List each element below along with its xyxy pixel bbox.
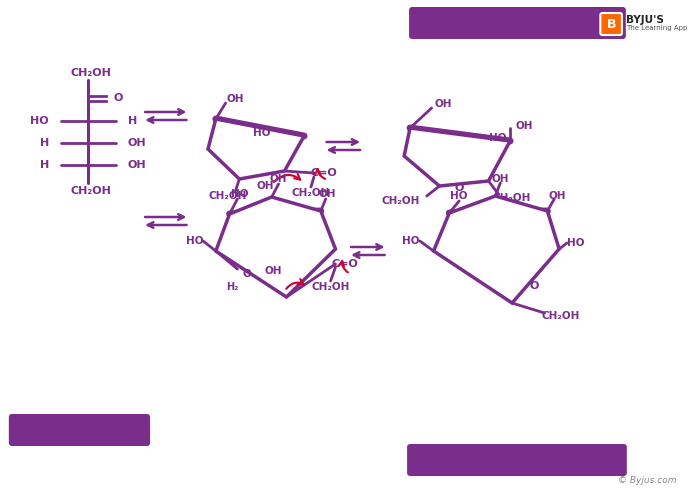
- Polygon shape: [404, 128, 510, 186]
- Text: H₂: H₂: [226, 282, 239, 292]
- Text: HO: HO: [186, 236, 203, 246]
- Text: CH₂OH: CH₂OH: [71, 186, 112, 196]
- Text: HO: HO: [253, 128, 271, 138]
- Text: O: O: [243, 269, 251, 279]
- Text: α-D-fructofuranose: α-D-fructofuranose: [445, 17, 589, 29]
- Text: HO: HO: [567, 238, 584, 248]
- Polygon shape: [208, 119, 304, 179]
- Text: CH₂OH: CH₂OH: [542, 311, 580, 321]
- FancyBboxPatch shape: [601, 13, 622, 35]
- Text: H: H: [40, 138, 49, 148]
- Text: The Learning App: The Learning App: [626, 25, 687, 31]
- Text: CH₂OH: CH₂OH: [312, 282, 350, 292]
- Text: OH: OH: [491, 174, 509, 184]
- Text: © Byjus.com: © Byjus.com: [618, 476, 677, 485]
- Text: OH: OH: [435, 99, 452, 109]
- Text: OH: OH: [515, 121, 533, 131]
- Text: OH: OH: [319, 189, 337, 199]
- Text: OH: OH: [265, 266, 282, 276]
- FancyBboxPatch shape: [409, 7, 626, 39]
- Text: D-fructose: D-fructose: [38, 423, 120, 437]
- Text: CH₂OH: CH₂OH: [71, 68, 112, 78]
- Text: H: H: [40, 160, 49, 170]
- Text: O: O: [454, 183, 464, 193]
- Text: C=O: C=O: [310, 168, 337, 178]
- Text: HO: HO: [450, 191, 468, 201]
- FancyBboxPatch shape: [9, 414, 150, 446]
- Text: C=O: C=O: [332, 259, 358, 269]
- Text: OH: OH: [227, 94, 244, 104]
- Text: CH₂OH: CH₂OH: [209, 191, 247, 201]
- Text: HO: HO: [489, 133, 506, 143]
- Text: OH: OH: [127, 138, 146, 148]
- Text: CH₂OH: CH₂OH: [292, 188, 330, 198]
- Text: H: H: [127, 116, 136, 126]
- Text: HO: HO: [30, 116, 49, 126]
- Text: O: O: [113, 93, 122, 103]
- Text: CH₂OH: CH₂OH: [493, 193, 531, 203]
- Text: BYJU'S: BYJU'S: [626, 15, 664, 25]
- Text: OH: OH: [270, 174, 287, 184]
- Text: HO: HO: [402, 236, 420, 246]
- Text: CH₂OH: CH₂OH: [381, 196, 419, 206]
- FancyBboxPatch shape: [407, 444, 626, 476]
- Text: OH: OH: [127, 160, 146, 170]
- Text: B: B: [606, 18, 616, 30]
- Polygon shape: [433, 196, 559, 303]
- Text: O: O: [530, 281, 539, 291]
- Text: α-D-fructopyranose: α-D-fructopyranose: [444, 454, 590, 466]
- Polygon shape: [216, 197, 335, 297]
- Text: OH: OH: [256, 181, 274, 191]
- Text: HO: HO: [230, 189, 248, 199]
- Text: OH: OH: [548, 191, 566, 201]
